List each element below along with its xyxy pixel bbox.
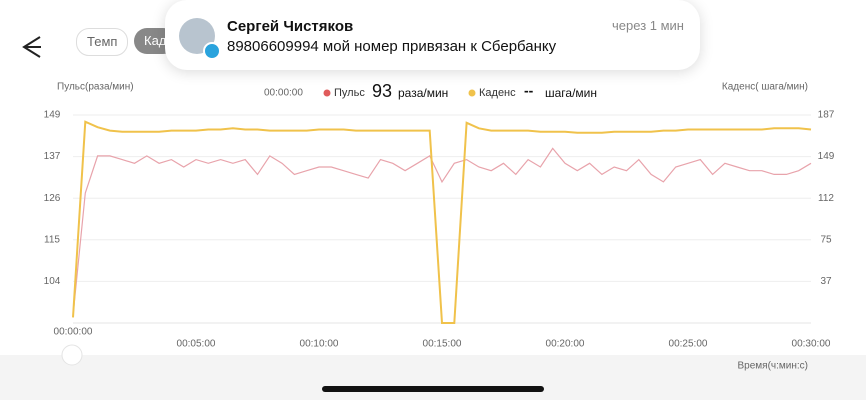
x-tick-label: 00:25:00 (669, 339, 708, 350)
sender: Сергей Чистяков (227, 18, 354, 35)
y-axis-label: Пульс(раза/мин) (57, 82, 134, 93)
y2-tick-label: 112 (818, 193, 834, 204)
x-tick-label: 00:20:00 (546, 339, 585, 350)
legend-marker (468, 89, 476, 97)
y2-tick-label: 149 (818, 151, 835, 162)
y-tick-label: 126 (44, 193, 61, 204)
y-tick-label: 104 (44, 276, 61, 287)
readout-unit: шага/мин (545, 86, 597, 100)
readout-value: -- (524, 83, 534, 99)
x-tick-label: 00:15:00 (423, 339, 462, 350)
x-tick-label: 00:10:00 (300, 339, 339, 350)
y2-tick-label: 37 (820, 276, 832, 287)
x-tick-label: 00:05:00 (177, 339, 216, 350)
x-axis-label: Время(ч:мин:с) (738, 361, 809, 372)
back-arrow[interactable] (22, 36, 41, 58)
slider-handle[interactable] (61, 344, 83, 366)
readout-time: 00:00:00 (264, 88, 303, 99)
readout-unit: раза/мин (398, 86, 448, 100)
x-tick-label: 00:30:00 (792, 339, 831, 350)
time: через 1 мин (612, 18, 684, 33)
legend-label: Пульс (334, 87, 365, 99)
tab[interactable]: Темп (76, 28, 129, 56)
telegram-badge (203, 42, 221, 60)
timeline-bar (0, 355, 866, 400)
y2-axis-label: Каденс( шага/мин) (722, 82, 808, 93)
notification[interactable]: Сергей Чистяков 89806609994 мой номер пр… (165, 0, 700, 70)
home-indicator (322, 386, 544, 392)
y-tick-label: 149 (44, 110, 61, 121)
readout-value: 93 (372, 81, 392, 101)
y2-tick-label: 187 (818, 110, 835, 121)
y2-tick-label: 75 (820, 234, 832, 245)
legend-label: Каденс (479, 87, 516, 99)
x-tick-label: 00:00:00 (54, 327, 93, 338)
message: 89806609994 мой номер привязан к Сбербан… (227, 38, 557, 55)
legend-marker (323, 89, 331, 97)
series-line (72, 147, 812, 316)
series-line (72, 120, 812, 324)
y-tick-label: 115 (44, 234, 60, 245)
y-tick-label: 137 (44, 151, 61, 162)
